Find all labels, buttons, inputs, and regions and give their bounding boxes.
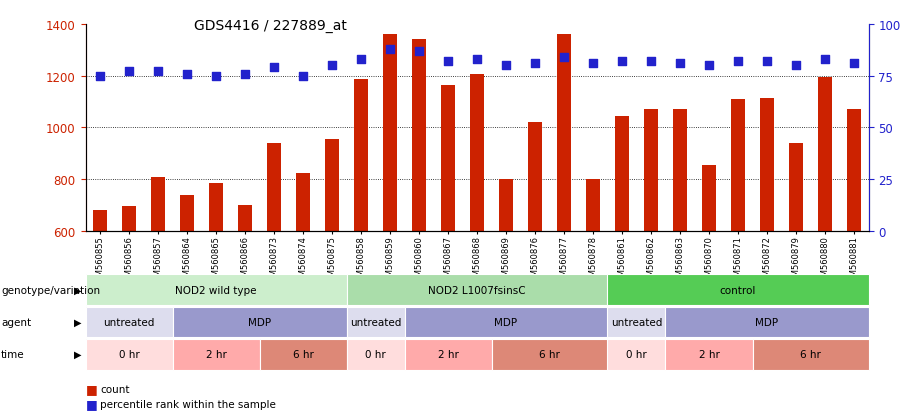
Bar bbox=[731, 100, 745, 231]
Point bbox=[296, 73, 310, 80]
Point bbox=[527, 61, 542, 67]
Bar bbox=[470, 75, 484, 231]
Point bbox=[673, 61, 688, 67]
Text: 0 hr: 0 hr bbox=[119, 349, 140, 359]
Point bbox=[382, 46, 397, 53]
Text: control: control bbox=[720, 285, 756, 295]
Point bbox=[499, 63, 513, 69]
Text: genotype/variation: genotype/variation bbox=[1, 285, 100, 295]
Point bbox=[644, 59, 658, 65]
Bar bbox=[644, 110, 658, 231]
Text: NOD2 L1007fsinsC: NOD2 L1007fsinsC bbox=[428, 285, 526, 295]
Point bbox=[412, 48, 427, 55]
Text: 0 hr: 0 hr bbox=[365, 349, 386, 359]
Bar bbox=[788, 144, 803, 231]
Text: 0 hr: 0 hr bbox=[626, 349, 647, 359]
Bar bbox=[325, 140, 339, 231]
Bar bbox=[296, 173, 310, 231]
Text: agent: agent bbox=[1, 317, 31, 327]
Point bbox=[818, 57, 832, 63]
Point bbox=[151, 69, 166, 76]
Text: ▶: ▶ bbox=[74, 349, 81, 359]
Bar bbox=[557, 35, 572, 231]
Bar bbox=[93, 211, 107, 231]
Text: MDP: MDP bbox=[248, 317, 271, 327]
Point bbox=[731, 59, 745, 65]
Bar bbox=[354, 80, 368, 231]
Bar bbox=[412, 40, 427, 231]
Point bbox=[470, 57, 484, 63]
Bar bbox=[151, 177, 166, 231]
Bar bbox=[586, 180, 600, 231]
Text: NOD2 wild type: NOD2 wild type bbox=[176, 285, 256, 295]
Text: MDP: MDP bbox=[755, 317, 778, 327]
Point bbox=[557, 55, 572, 61]
Bar bbox=[382, 35, 397, 231]
Bar bbox=[209, 183, 223, 231]
Bar bbox=[266, 144, 281, 231]
Text: ■: ■ bbox=[86, 397, 97, 411]
Point bbox=[180, 71, 194, 78]
Text: untreated: untreated bbox=[104, 317, 155, 327]
Text: time: time bbox=[1, 349, 24, 359]
Bar bbox=[441, 85, 455, 231]
Text: percentile rank within the sample: percentile rank within the sample bbox=[100, 399, 275, 409]
Text: 6 hr: 6 hr bbox=[292, 349, 313, 359]
Point bbox=[586, 61, 600, 67]
Point bbox=[615, 59, 629, 65]
Text: GDS4416 / 227889_at: GDS4416 / 227889_at bbox=[194, 19, 346, 33]
Bar bbox=[122, 207, 136, 231]
Bar bbox=[818, 78, 832, 231]
Text: 2 hr: 2 hr bbox=[698, 349, 719, 359]
Point bbox=[266, 65, 281, 71]
Bar bbox=[180, 195, 194, 231]
Text: ▶: ▶ bbox=[74, 285, 81, 295]
Point bbox=[441, 59, 455, 65]
Text: ▶: ▶ bbox=[74, 317, 81, 327]
Point bbox=[847, 61, 861, 67]
Bar bbox=[673, 110, 688, 231]
Point bbox=[760, 59, 774, 65]
Text: count: count bbox=[100, 384, 130, 394]
Text: 2 hr: 2 hr bbox=[205, 349, 227, 359]
Bar bbox=[499, 180, 513, 231]
Point bbox=[788, 63, 803, 69]
Point bbox=[238, 71, 252, 78]
Text: 6 hr: 6 hr bbox=[800, 349, 821, 359]
Text: ■: ■ bbox=[86, 382, 97, 396]
Bar bbox=[238, 206, 252, 231]
Point bbox=[209, 73, 223, 80]
Text: untreated: untreated bbox=[350, 317, 401, 327]
Point bbox=[702, 63, 716, 69]
Text: MDP: MDP bbox=[494, 317, 518, 327]
Point bbox=[325, 63, 339, 69]
Bar bbox=[527, 123, 542, 231]
Bar bbox=[702, 166, 716, 231]
Text: 6 hr: 6 hr bbox=[539, 349, 560, 359]
Bar bbox=[615, 116, 629, 231]
Point bbox=[93, 73, 107, 80]
Bar bbox=[760, 98, 774, 231]
Point bbox=[354, 57, 368, 63]
Point bbox=[122, 69, 136, 76]
Text: 2 hr: 2 hr bbox=[437, 349, 458, 359]
Bar bbox=[847, 110, 861, 231]
Text: untreated: untreated bbox=[611, 317, 662, 327]
